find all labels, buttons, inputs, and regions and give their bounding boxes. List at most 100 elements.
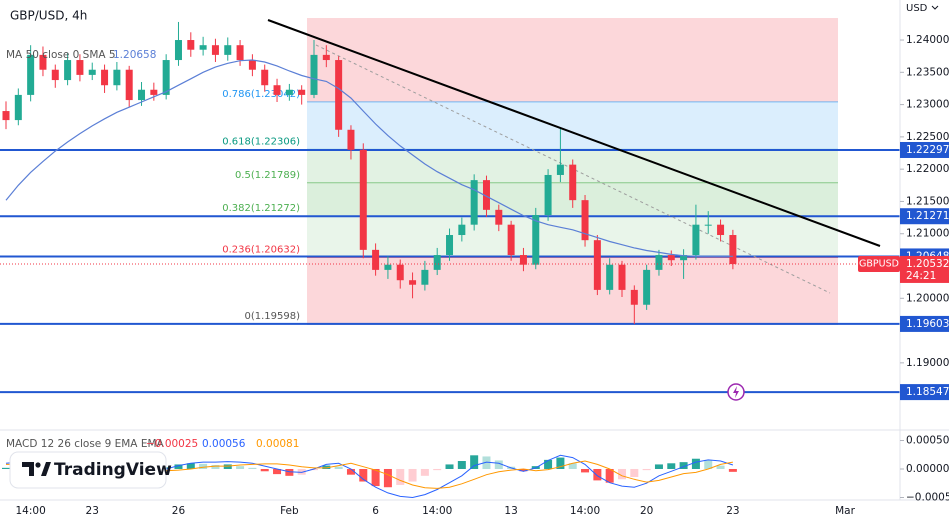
y-tick-label: 1.21000: [906, 228, 949, 240]
candle-body: [495, 209, 503, 225]
macd-hist-value: −0.00025: [146, 438, 198, 450]
fib-band: [307, 101, 838, 150]
candle-body: [581, 200, 589, 241]
macd-histogram-bar: [618, 468, 626, 480]
logo-mark: [22, 462, 34, 476]
macd-histogram-bar: [630, 468, 639, 477]
logo-mark: [41, 462, 51, 476]
macd-histogram-bar: [186, 463, 195, 469]
candle-body: [14, 94, 22, 121]
x-tick-label: Feb: [280, 505, 299, 517]
candle-body: [384, 264, 392, 270]
macd-histogram-bar: [654, 464, 663, 469]
fib-label: 0.382(1.21272): [222, 203, 300, 214]
candle-body: [606, 264, 614, 290]
candle-body: [519, 255, 527, 265]
currency-label[interactable]: USD: [906, 3, 928, 14]
macd-histogram-bar: [593, 468, 602, 481]
macd-histogram-bar: [568, 463, 577, 469]
macd-histogram-bar: [716, 465, 725, 469]
macd-histogram-bar: [199, 463, 208, 469]
level-label: 1.21271: [906, 210, 949, 222]
macd-histogram-bar: [260, 468, 269, 472]
candle-body: [64, 60, 72, 81]
candle-body: [630, 289, 638, 305]
macd-histogram-bar: [581, 468, 590, 473]
fib-band: [307, 216, 838, 258]
candle-body: [544, 174, 552, 215]
candle-body: [593, 240, 601, 290]
macd-signal-value: 0.00081: [256, 438, 299, 450]
candle-body: [458, 224, 466, 236]
candle-body: [187, 40, 195, 50]
y-tick-label: 1.24000: [906, 34, 949, 46]
x-tick-label: Mar: [835, 505, 855, 517]
candle-body: [322, 54, 330, 61]
macd-histogram-bar: [273, 468, 282, 475]
candle-body: [88, 69, 96, 75]
candle-body: [39, 54, 47, 70]
candle-body: [113, 69, 121, 86]
macd-histogram-bar: [519, 468, 528, 472]
y-tick-label: 1.23000: [906, 99, 949, 111]
candle-body: [655, 255, 663, 270]
candle-body: [433, 255, 441, 270]
candle-body: [174, 40, 182, 61]
macd-histogram-bar: [457, 461, 466, 469]
candle-body: [532, 215, 540, 265]
candle-body: [224, 45, 232, 55]
x-tick-label: 14:00: [16, 505, 46, 517]
level-label-box: [900, 208, 949, 225]
macd-histogram-bar: [322, 465, 331, 469]
macd-histogram-bar: [310, 468, 318, 471]
macd-histogram-bar: [691, 458, 700, 469]
macd-histogram-bar: [174, 464, 183, 469]
level-label: 1.22297: [906, 144, 949, 156]
candle-body: [667, 255, 675, 261]
candle-body: [2, 111, 10, 121]
y-tick-label: 1.22000: [906, 163, 949, 175]
candle-body: [692, 224, 700, 256]
logo-box[interactable]: [9, 451, 167, 489]
candle-body: [421, 269, 429, 285]
candle-body: [396, 264, 404, 281]
candle-body: [507, 224, 515, 256]
fib-label: 0.786(1.23042): [222, 89, 300, 100]
macd-histogram-bar: [383, 468, 392, 488]
y-tick-label: 1.23500: [906, 66, 949, 78]
candle-body: [125, 69, 133, 101]
macd-histogram-bar: [445, 464, 454, 469]
candle-body: [285, 89, 293, 95]
candle-body: [138, 89, 146, 101]
macd-histogram-bar: [605, 468, 614, 483]
last-price-label: 1.20532: [906, 258, 949, 270]
sma-value: 1.20658: [113, 49, 156, 61]
y-tick-label: 1.20000: [906, 292, 949, 304]
macd-histogram-bar: [248, 467, 257, 469]
macd-histogram-bar: [420, 468, 429, 476]
logo-text: TradingView: [54, 460, 172, 480]
candle-body: [27, 54, 35, 95]
countdown-label: 24:21: [906, 270, 936, 282]
candle-body: [409, 280, 417, 285]
currency-dropdown[interactable]: [931, 5, 939, 10]
level-label: 1.18547: [906, 386, 949, 398]
macd-histogram-bar: [408, 468, 417, 482]
level-label-box: [900, 384, 949, 401]
candle-body: [101, 69, 109, 86]
x-tick-label: 14:00: [422, 505, 452, 517]
y-tick-label: 1.19000: [906, 357, 949, 369]
macd-histogram-bar: [482, 456, 491, 469]
candle-body: [150, 89, 158, 95]
macd-histogram-bar: [728, 468, 737, 472]
macd-histogram-bar: [359, 468, 368, 482]
fib-label: 0.5(1.21789): [235, 170, 300, 181]
candle-body: [162, 60, 170, 95]
trendline: [267, 19, 881, 247]
candle-body: [236, 45, 244, 61]
macd-histogram-bar: [433, 468, 442, 471]
candle-body: [717, 224, 725, 236]
axes: 1.24000 1.23500 1.23000 1.22500 1.22000 1.215…: [16, 34, 949, 517]
candle-body: [470, 180, 478, 225]
